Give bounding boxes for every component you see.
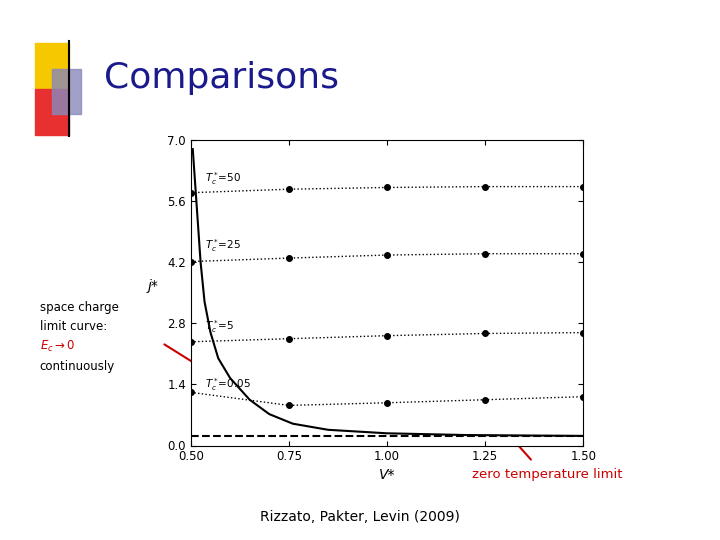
Text: continuously: continuously (40, 360, 115, 373)
Text: limit curve:: limit curve: (40, 320, 107, 333)
Bar (52, 69, 81, 114)
Text: zero temperature limit: zero temperature limit (472, 468, 623, 481)
X-axis label: V*: V* (379, 468, 395, 482)
Bar (35, 43, 69, 89)
Text: Rizzato, Pakter, Levin (2009): Rizzato, Pakter, Levin (2009) (260, 510, 460, 524)
Text: space charge: space charge (40, 301, 119, 314)
Text: $E_c \rightarrow 0$: $E_c \rightarrow 0$ (40, 339, 75, 354)
Text: $T_c^*\!\!=\!0.05$: $T_c^*\!\!=\!0.05$ (204, 376, 251, 393)
Text: $T_c^*\!\!=\!50$: $T_c^*\!\!=\!50$ (204, 170, 240, 187)
Y-axis label: j*: j* (148, 279, 158, 293)
Bar (35, 89, 69, 135)
Text: Comparisons: Comparisons (104, 62, 339, 95)
Text: $T_c^*\!\!=\!5$: $T_c^*\!\!=\!5$ (204, 318, 234, 335)
Text: $T_c^*\!\!=\!25$: $T_c^*\!\!=\!25$ (204, 238, 240, 254)
